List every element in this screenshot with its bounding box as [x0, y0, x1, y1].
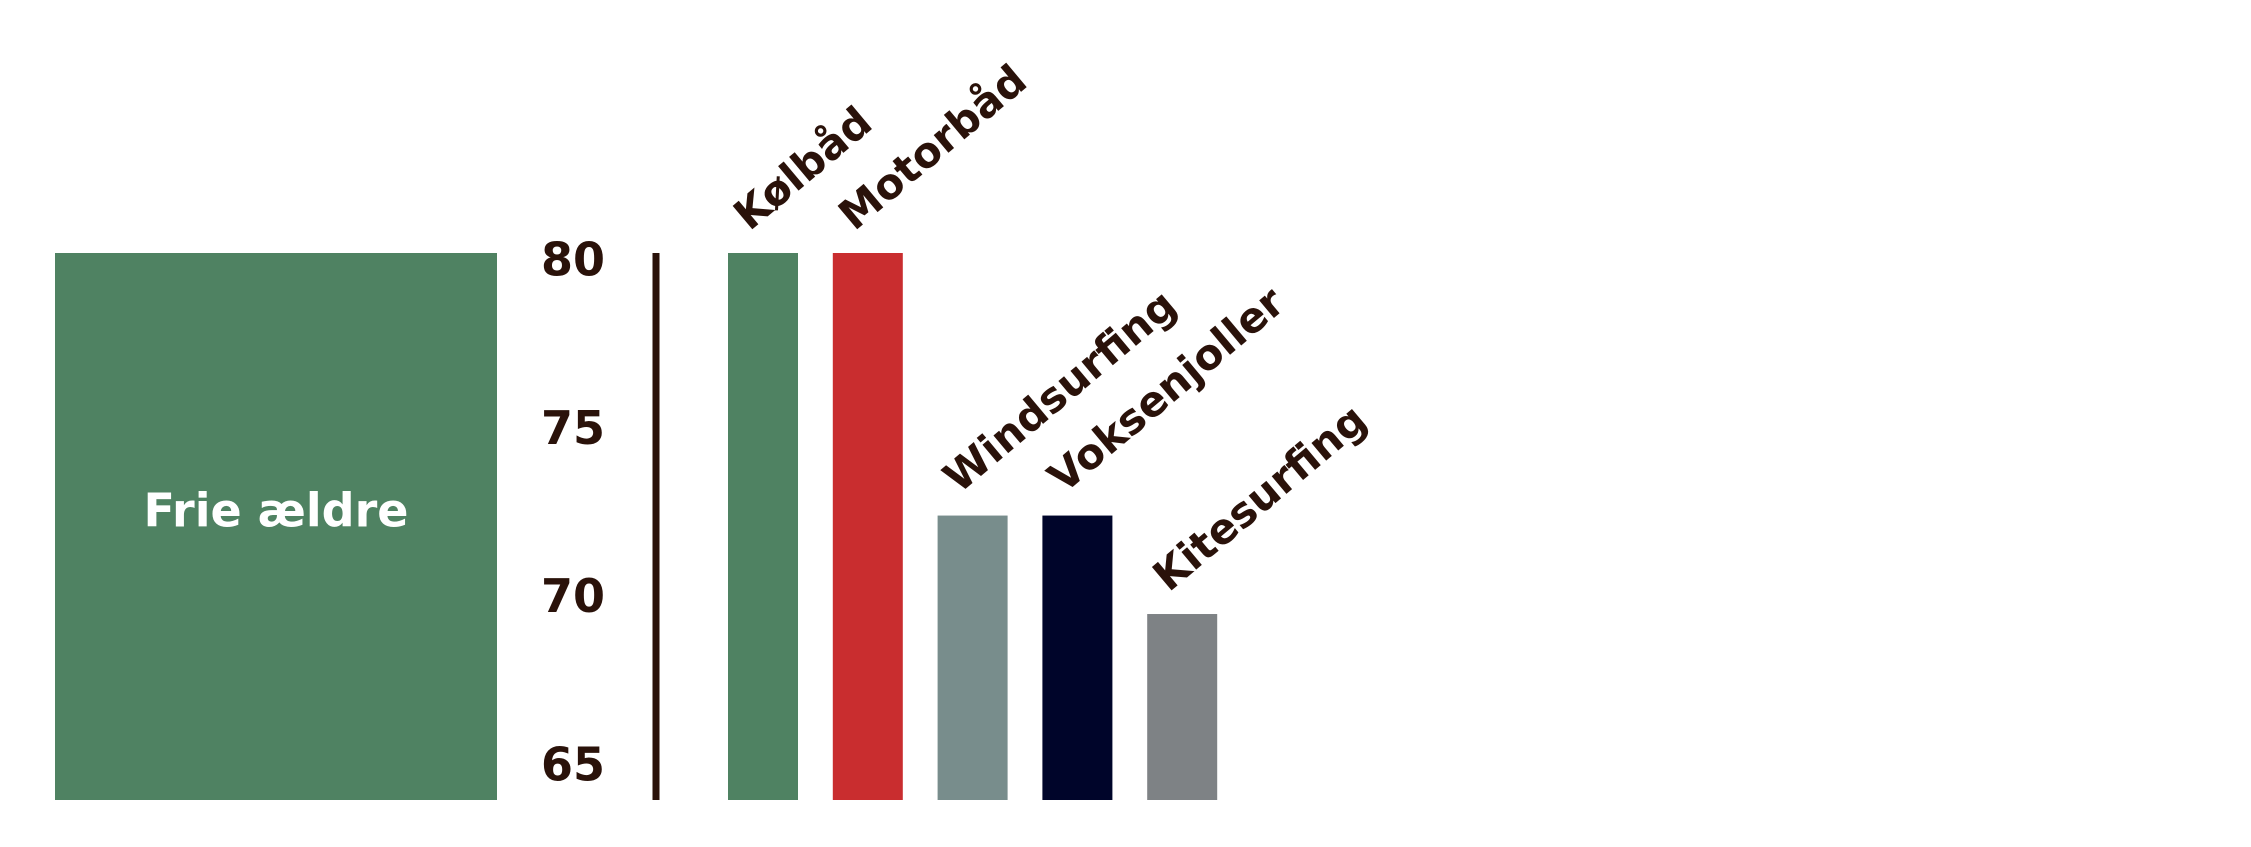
bar	[1147, 614, 1218, 800]
category-label: Kitesurfing	[1144, 394, 1376, 600]
y-tick-label: 80	[541, 233, 605, 287]
label-text: Frie ældre	[144, 484, 409, 538]
y-tick-label: 65	[541, 738, 605, 792]
y-tick-label: 75	[541, 401, 605, 455]
label-box	[55, 253, 497, 800]
bar	[832, 253, 903, 800]
bar	[937, 515, 1008, 800]
bar	[728, 253, 798, 800]
bar	[1042, 515, 1113, 800]
y-tick-label: 70	[541, 569, 605, 623]
